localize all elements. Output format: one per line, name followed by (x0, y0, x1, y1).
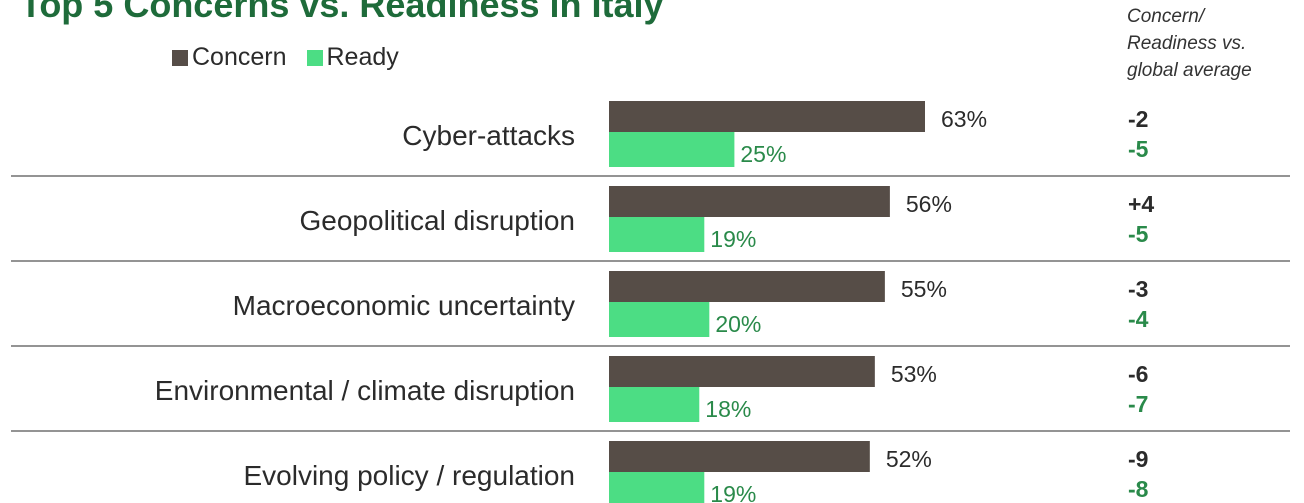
concern-bar (609, 101, 925, 132)
concern-vs-global: -6 (1128, 361, 1148, 387)
ready-value-label: 25% (740, 141, 786, 167)
concern-value-label: 56% (906, 191, 952, 217)
concern-value-label: 63% (941, 106, 987, 132)
legend-swatch-ready (306, 49, 323, 66)
legend-item-concern: Concern (172, 43, 287, 72)
ready-bar (609, 472, 705, 503)
legend-item-ready: Ready (306, 43, 399, 72)
category-label: Geopolitical disruption (300, 205, 576, 236)
ready-value-label: 20% (715, 311, 761, 337)
concern-vs-global: +4 (1128, 191, 1154, 217)
legend-swatch-concern (172, 49, 188, 66)
concern-bar (609, 186, 890, 217)
legend: Concern Ready (172, 43, 419, 72)
category-label: Cyber-attacks (402, 120, 575, 151)
category-label: Macroeconomic uncertainty (233, 290, 575, 321)
concern-vs-global: -9 (1128, 446, 1148, 472)
ready-value-label: 18% (705, 396, 751, 422)
ready-vs-global: -8 (1128, 476, 1149, 502)
concern-bar (609, 271, 885, 302)
ready-value-label: 19% (710, 481, 756, 503)
concern-bar (609, 356, 875, 387)
concern-value-label: 55% (901, 276, 947, 302)
category-label: Environmental / climate disruption (155, 375, 575, 406)
vs-global-header-line-1: Concern/ (1127, 6, 1205, 27)
vs-global-header-line-3: global average (1127, 60, 1252, 81)
concern-value-label: 52% (886, 446, 932, 472)
ready-vs-global: -4 (1128, 306, 1149, 332)
category-label: Evolving policy / regulation (243, 460, 575, 491)
ready-bar (609, 387, 700, 422)
concern-vs-global: -3 (1128, 276, 1148, 302)
legend-label-concern: Concern (192, 43, 287, 71)
concern-bar (609, 441, 870, 472)
ready-vs-global: -7 (1128, 391, 1148, 417)
ready-vs-global: -5 (1128, 136, 1149, 162)
chart-title: Top 5 Concerns vs. Readiness in Italy (20, 0, 664, 25)
ready-bar (609, 217, 705, 252)
ready-vs-global: -5 (1128, 221, 1149, 247)
ready-value-label: 19% (710, 226, 756, 252)
concern-vs-global: -2 (1128, 106, 1148, 132)
vs-global-header: Concern/ Readiness vs. global average (1127, 3, 1302, 84)
ready-bar (609, 132, 735, 167)
ready-bar (609, 302, 710, 337)
legend-label-ready: Ready (326, 43, 399, 71)
vs-global-header-line-2: Readiness vs. (1127, 33, 1247, 54)
concern-value-label: 53% (891, 361, 937, 387)
